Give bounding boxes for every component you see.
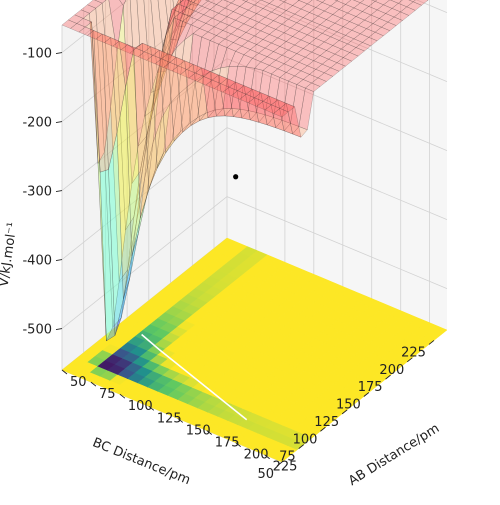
x-tick-label: 50 xyxy=(70,375,87,390)
z-tick-mark xyxy=(56,53,62,54)
x-tick-label: 75 xyxy=(99,387,116,402)
z-tick-label: -100 xyxy=(22,47,52,62)
z-tick-mark xyxy=(56,329,62,330)
y-tick-label: 150 xyxy=(336,398,361,413)
z-tick-label: -500 xyxy=(22,323,52,338)
z-tick-mark xyxy=(56,122,62,123)
y-tick-label: 175 xyxy=(358,380,383,395)
y-tick-label: 50 xyxy=(257,467,274,482)
z-tick-label: -400 xyxy=(22,254,52,269)
marked-point xyxy=(233,174,238,179)
x-axis-label: AB Distance/pm xyxy=(346,421,442,489)
z-tick-label: -300 xyxy=(22,185,52,200)
y-tick-label: 125 xyxy=(314,415,339,430)
y-tick-label: 100 xyxy=(293,432,318,447)
z-tick-label: -200 xyxy=(22,116,52,131)
z-axis-label: V/kJ.mol⁻¹ xyxy=(0,221,20,288)
y-axis-label: BC Distance/pm xyxy=(90,435,192,488)
y-tick-label: 75 xyxy=(279,450,296,465)
y-tick-label: 200 xyxy=(379,363,404,378)
z-tick-mark xyxy=(56,191,62,192)
y-tick-label: 225 xyxy=(401,345,426,360)
z-tick-mark xyxy=(56,260,62,261)
